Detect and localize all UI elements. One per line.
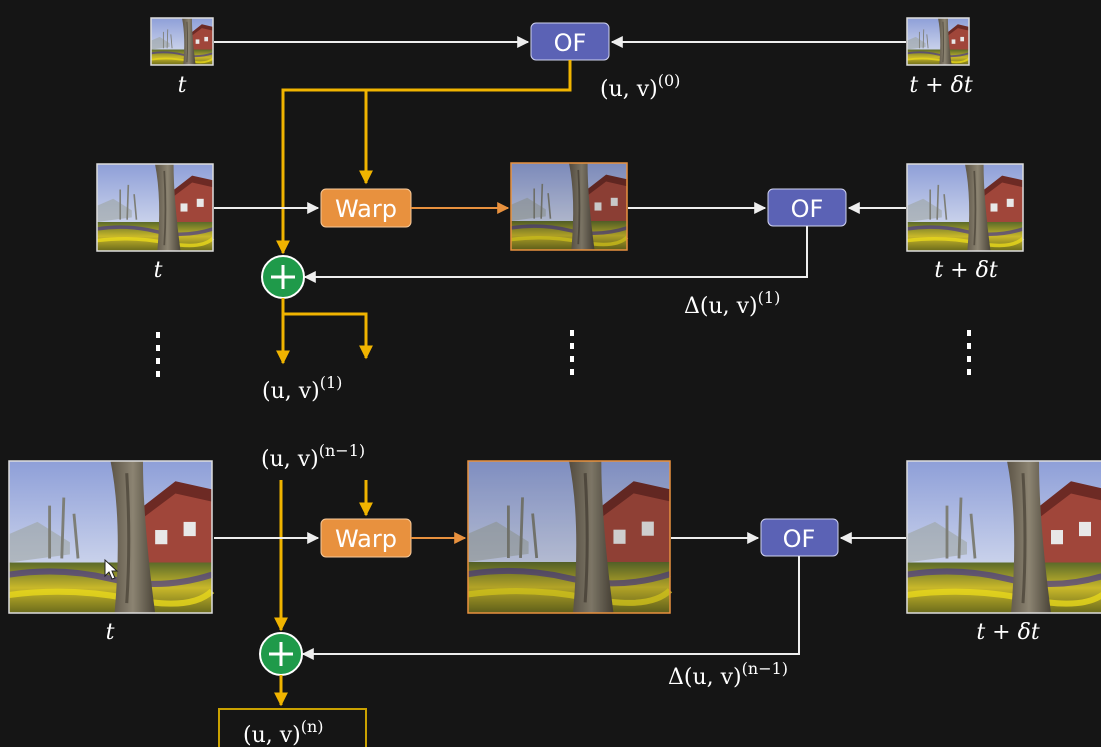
flow-lines-level-0 <box>276 60 572 255</box>
label-uv-0: (u, v)(0) <box>600 71 680 102</box>
final-output-box: (u, v)(n) <box>218 708 367 747</box>
label-t-level-0: t <box>178 73 187 98</box>
label-t-level-n: t <box>106 620 115 645</box>
flow-input-lines-level-n <box>274 480 373 632</box>
svg-text:OF: OF <box>783 525 816 553</box>
svg-text:Warp: Warp <box>335 525 397 553</box>
cursor-arrow-icon <box>104 558 119 580</box>
plus-circle-icon <box>259 632 303 676</box>
frame-t-delta-thumbnail-level-n <box>907 461 1101 613</box>
svg-text:OF: OF <box>554 29 587 57</box>
label-t-delta-level-n: t + δt <box>976 620 1040 645</box>
row-level-n: (u, v)(n−1) t Warp OF <box>9 441 1101 747</box>
frame-t-thumbnail-level-n <box>9 461 212 613</box>
frame-t-thumbnail-level-0 <box>150 17 214 67</box>
label-uv-n: (u, v)(n) <box>243 717 324 747</box>
frame-t-delta-thumbnail-level-0 <box>906 17 970 67</box>
label-uv-n-minus-1: (u, v)(n−1) <box>261 441 365 472</box>
row-level-0: t t + δt OF (u, v)(0) <box>150 17 973 102</box>
row-level-1: t Warp OF t + δt Δ(u, v)(1) <box>95 161 1025 404</box>
of-box-level-0: OF <box>530 22 610 61</box>
label-t-delta-level-0: t + δt <box>909 73 973 98</box>
label-t-delta-level-1: t + δt <box>934 258 998 283</box>
arrow-delta-to-adder-n <box>301 556 800 660</box>
vertical-dots-icon <box>156 330 971 377</box>
label-delta-uv-n-minus-1: Δ(u, v)(n−1) <box>668 659 788 690</box>
label-uv-1: (u, v)(1) <box>262 373 342 404</box>
warp-box-level-1: Warp <box>320 188 412 228</box>
svg-text:Warp: Warp <box>335 195 397 223</box>
of-box-level-1: OF <box>767 188 847 227</box>
svg-text:OF: OF <box>791 195 824 223</box>
label-delta-uv-1: Δ(u, v)(1) <box>684 288 780 319</box>
warped-frame-thumbnail-level-1 <box>509 161 629 252</box>
plus-circle-icon <box>261 255 305 299</box>
warped-frame-thumbnail-level-n <box>468 461 670 613</box>
frame-t-delta-thumbnail-level-1 <box>905 162 1025 253</box>
frame-t-thumbnail-level-1 <box>95 162 215 253</box>
label-t-level-1: t <box>154 258 163 283</box>
warp-box-level-n: Warp <box>320 518 412 558</box>
of-box-level-n: OF <box>760 518 839 557</box>
flow-output-lines-level-1 <box>276 298 373 365</box>
arrow-delta-to-adder-1 <box>303 226 808 283</box>
